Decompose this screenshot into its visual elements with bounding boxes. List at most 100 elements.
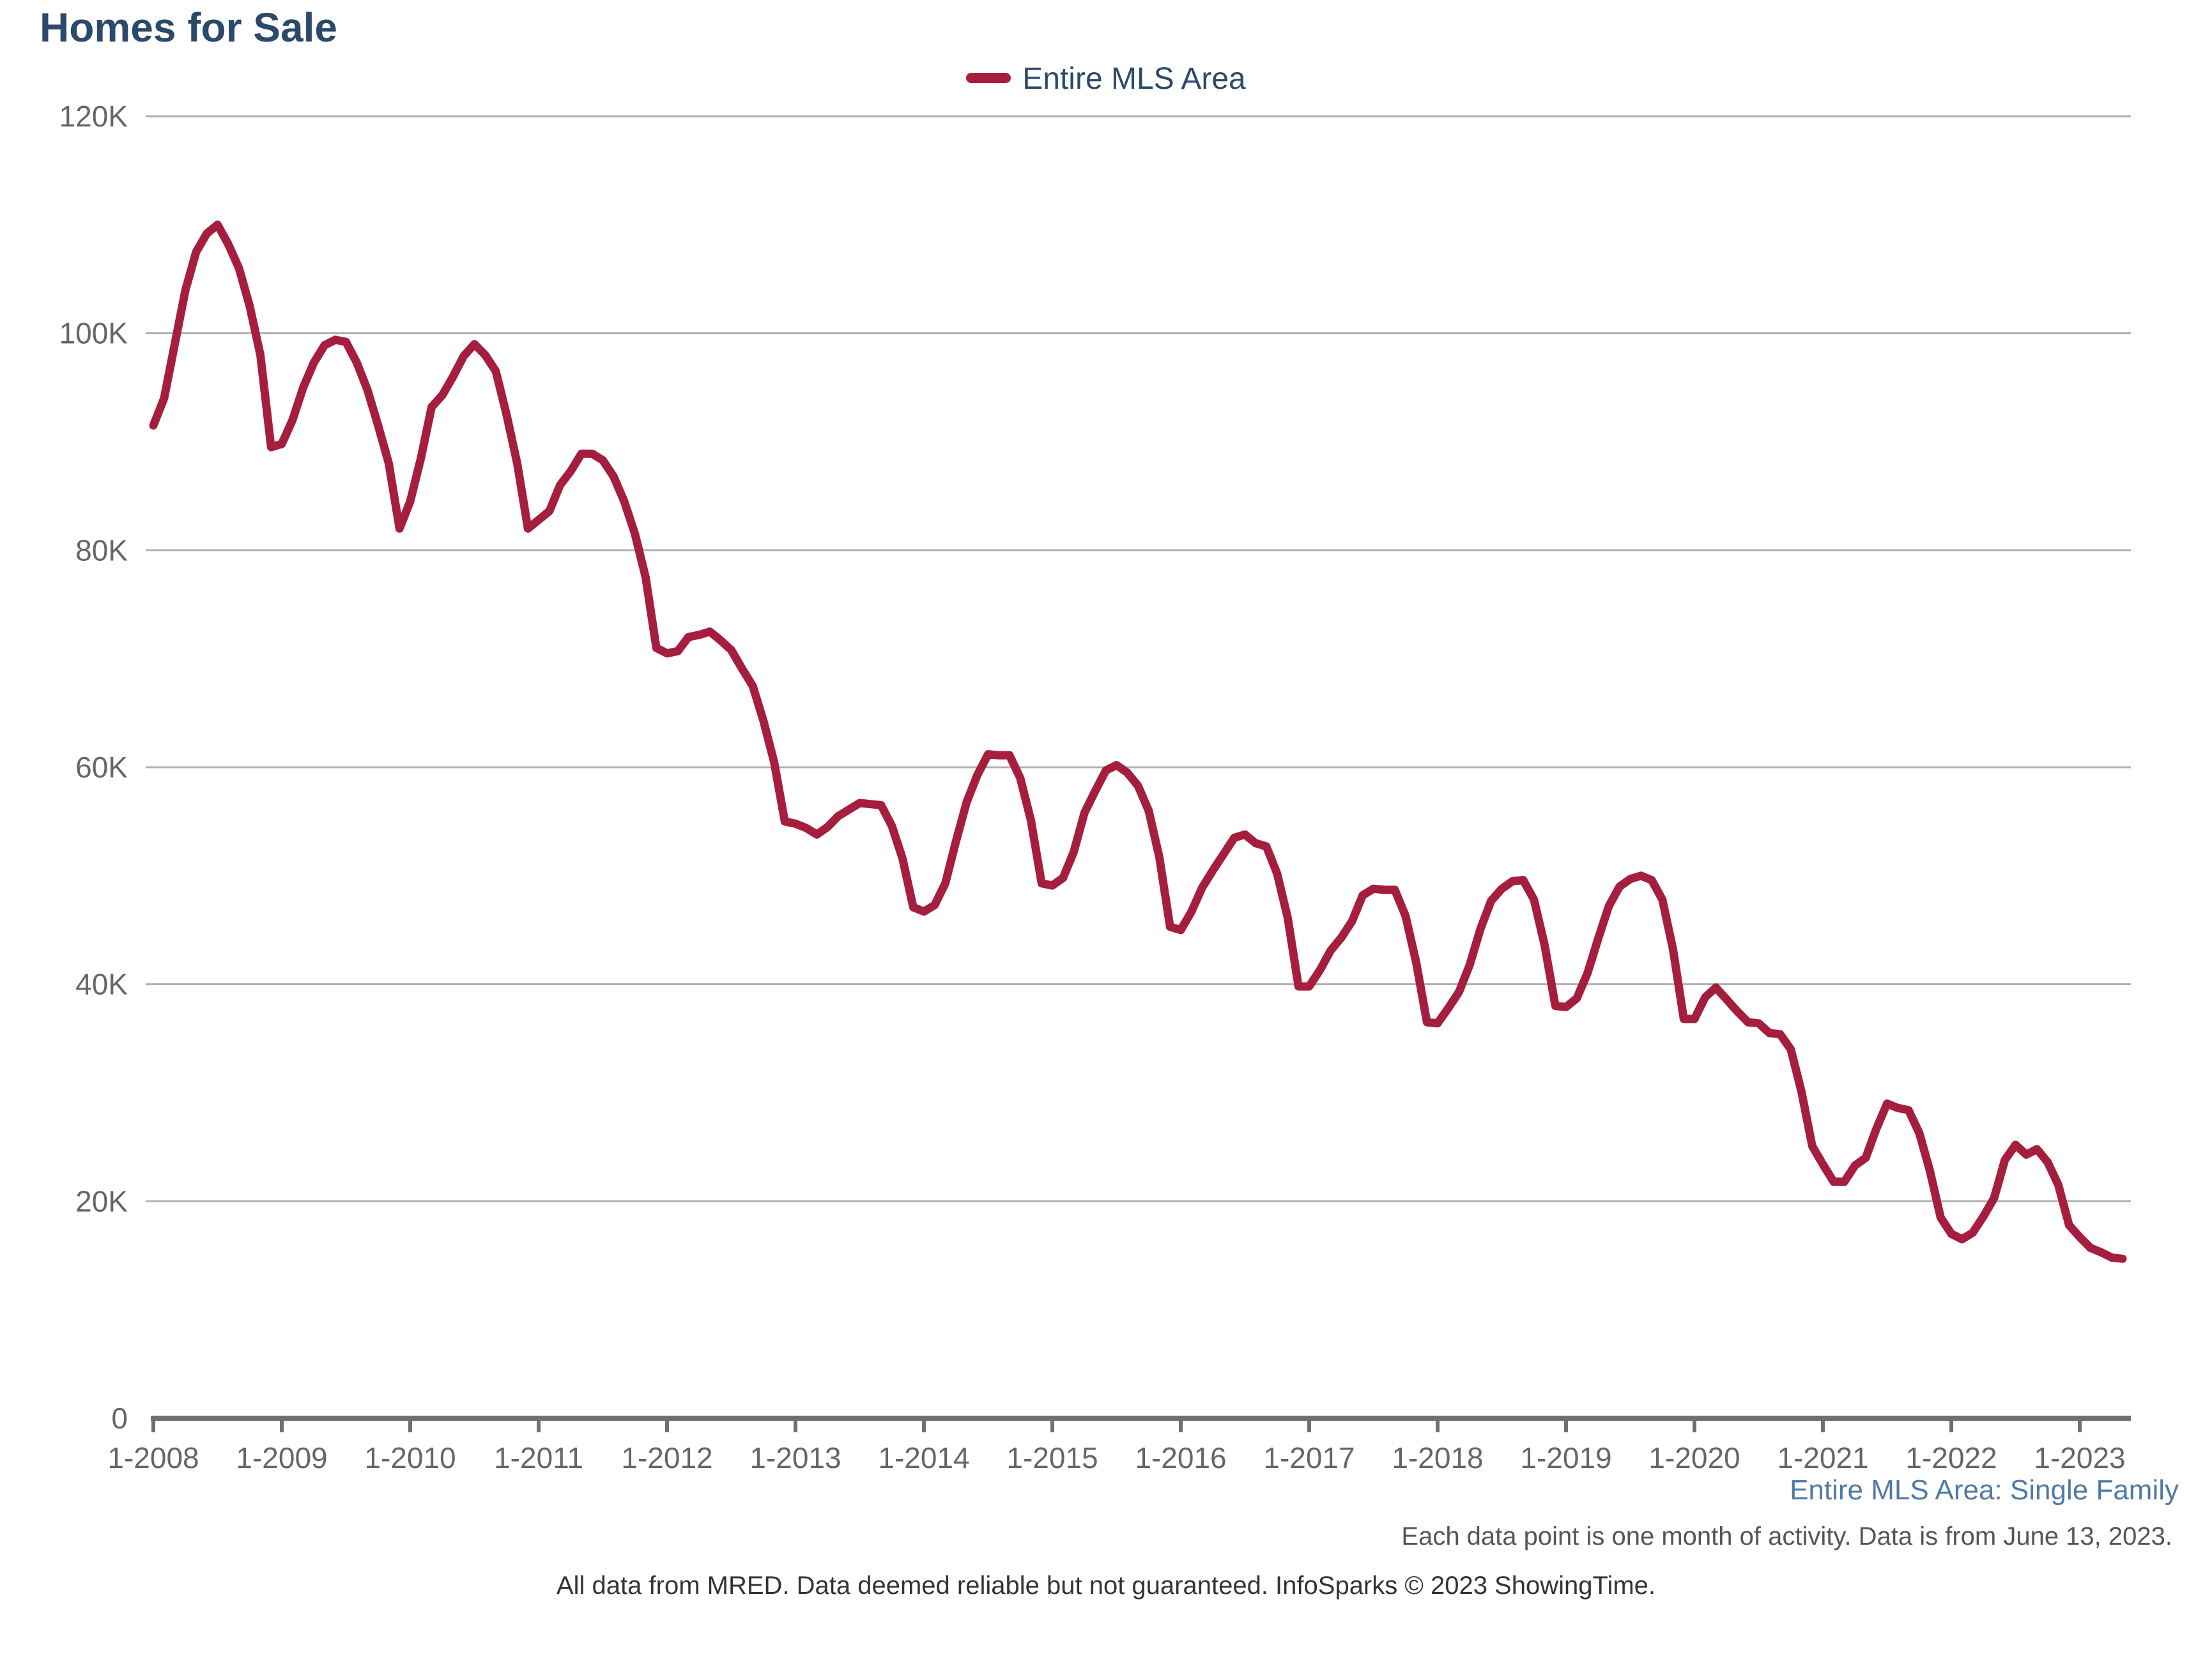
data-point[interactable] [1851,1161,1859,1169]
data-point[interactable] [803,824,810,832]
data-point[interactable] [1380,886,1388,894]
data-point[interactable] [792,820,799,827]
data-point[interactable] [1102,767,1110,774]
data-point[interactable] [2098,1248,2105,1256]
data-point[interactable] [2022,1151,2030,1158]
data-point[interactable] [1455,988,1463,996]
data-point[interactable] [1038,880,1045,887]
data-point[interactable] [1048,882,1056,889]
data-point[interactable] [1059,874,1067,882]
data-point[interactable] [203,229,211,237]
data-point[interactable] [620,498,628,505]
data-point[interactable] [1402,912,1409,920]
data-point[interactable] [1947,1230,1955,1237]
data-point[interactable] [931,901,939,909]
data-point[interactable] [963,798,971,806]
data-point[interactable] [1979,1213,1987,1220]
data-point[interactable] [2001,1156,2009,1164]
data-point[interactable] [1605,902,1613,910]
data-point[interactable] [610,473,617,480]
data-point[interactable] [514,460,521,468]
data-point[interactable] [1755,1020,1763,1027]
data-point[interactable] [1509,877,1516,885]
data-point[interactable] [1445,1004,1452,1012]
data-point[interactable] [1541,942,1549,949]
data-point[interactable] [1188,908,1195,915]
data-point[interactable] [374,422,382,429]
data-point[interactable] [310,359,318,367]
data-point[interactable] [1166,923,1174,931]
data-point[interactable] [1798,1088,1806,1096]
data-point[interactable] [728,647,735,654]
data-point[interactable] [695,631,703,639]
data-point[interactable] [1873,1125,1880,1133]
data-point[interactable] [1819,1161,1827,1168]
data-point[interactable] [1199,884,1206,892]
data-point[interactable] [1680,1015,1687,1023]
data-point[interactable] [1477,925,1484,933]
data-point[interactable] [920,908,928,915]
data-point[interactable] [1723,995,1730,1003]
data-point[interactable] [760,717,767,724]
data-point[interactable] [899,855,907,862]
data-point[interactable] [278,440,286,448]
data-point[interactable] [428,403,436,411]
data-point[interactable] [2087,1244,2094,1251]
data-point[interactable] [1787,1046,1795,1053]
data-point[interactable] [1091,787,1099,795]
data-point[interactable] [300,384,307,392]
data-point[interactable] [171,341,179,348]
data-point[interactable] [535,516,542,524]
data-point[interactable] [192,248,200,256]
data-point[interactable] [1969,1229,1977,1237]
data-point[interactable] [235,264,243,272]
data-point[interactable] [1359,891,1367,899]
data-point[interactable] [1884,1100,1891,1108]
data-point[interactable] [1573,995,1581,1002]
data-point[interactable] [845,806,853,813]
data-point[interactable] [150,422,157,429]
data-point[interactable] [1134,782,1142,790]
data-point[interactable] [642,574,650,581]
data-point[interactable] [1487,897,1495,905]
data-point[interactable] [396,524,403,532]
data-point[interactable] [1905,1106,1912,1114]
data-point[interactable] [663,650,671,657]
data-point[interactable] [1027,816,1035,824]
data-point[interactable] [1659,896,1666,903]
data-point[interactable] [1423,1018,1431,1026]
data-point[interactable] [1990,1194,1998,1202]
data-point[interactable] [246,302,254,310]
data-point[interactable] [557,481,564,489]
data-point[interactable] [1177,926,1185,934]
data-point[interactable] [471,341,479,348]
data-point[interactable] [1733,1007,1741,1015]
data-point[interactable] [1370,885,1378,892]
data-point[interactable] [503,411,511,418]
data-point[interactable] [1637,872,1645,880]
data-point[interactable] [631,530,639,538]
data-point[interactable] [652,644,660,652]
data-point[interactable] [888,822,896,830]
data-point[interactable] [674,647,682,655]
data-point[interactable] [856,799,864,807]
series-line[interactable] [149,220,2127,1263]
legend[interactable]: Entire MLS Area [0,61,2212,96]
data-point[interactable] [1316,967,1324,974]
data-point[interactable] [1712,984,1720,991]
data-point[interactable] [406,498,414,505]
data-point[interactable] [1080,809,1088,816]
data-point[interactable] [1231,834,1238,841]
data-point[interactable] [1670,945,1677,953]
data-point[interactable] [353,359,360,367]
data-point[interactable] [332,336,339,344]
data-point[interactable] [2108,1254,2116,1262]
data-point[interactable] [771,758,778,766]
data-point[interactable] [1337,934,1345,942]
data-point[interactable] [1926,1167,1934,1175]
data-point[interactable] [2033,1145,2041,1153]
data-point[interactable] [289,417,296,424]
data-point[interactable] [1841,1178,1848,1186]
data-point[interactable] [1305,983,1313,990]
data-point[interactable] [866,800,874,808]
